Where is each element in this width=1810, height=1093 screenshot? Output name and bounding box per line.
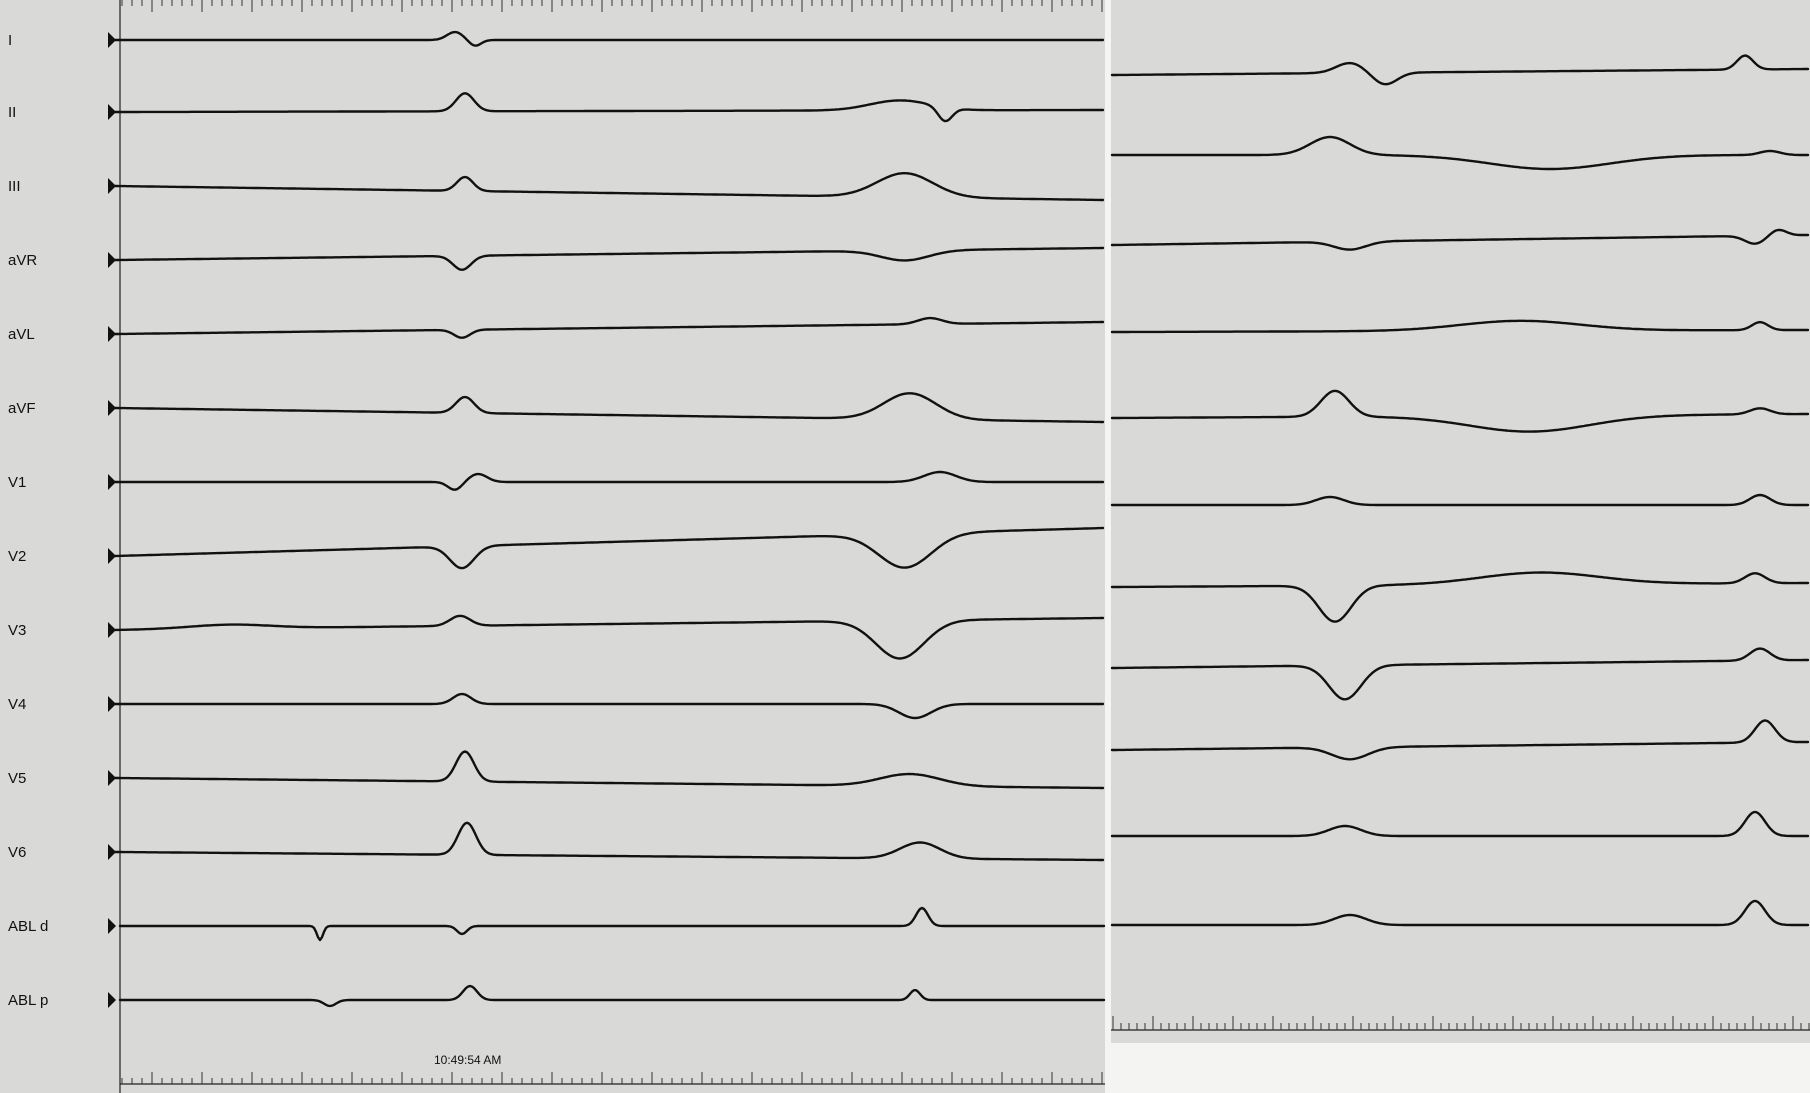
- lead-label-v2: V2: [8, 548, 26, 565]
- lead-marker-i: [108, 32, 116, 48]
- lead-marker-v1: [108, 474, 116, 490]
- lead-label-v1: V1: [8, 474, 26, 491]
- trace-avr-continued: [1110, 319, 1810, 334]
- bottom-time-ticks: [121, 1072, 1103, 1084]
- timestamp-label: 10:49:54 AM: [434, 1053, 501, 1067]
- left-traces: [113, 30, 1106, 1008]
- lead-marker-avf: [108, 400, 116, 416]
- trace-abl-p: [118, 984, 1106, 1008]
- trace-v2-continued: [1110, 647, 1810, 701]
- trace-abl-d: [118, 906, 1106, 942]
- lead-label-avf: aVF: [8, 400, 36, 417]
- trace-v3: [113, 614, 1105, 660]
- lead-marker-v3: [108, 622, 116, 638]
- trace-iii-continued: [1110, 228, 1810, 251]
- top-time-ticks: [121, 0, 1103, 12]
- trace-iii: [113, 172, 1105, 202]
- lead-marker-v2: [108, 548, 116, 564]
- lead-label-v4: V4: [8, 696, 26, 713]
- right-time-ticks: [1112, 1016, 1810, 1030]
- trace-avr: [113, 246, 1105, 271]
- lead-label-abl-d: ABL d: [8, 918, 48, 935]
- lead-marker-iii: [108, 178, 116, 194]
- trace-avl-continued: [1110, 389, 1810, 433]
- lead-label-v6: V6: [8, 844, 26, 861]
- trace-v4-continued: [1110, 810, 1810, 838]
- trace-avl: [113, 316, 1105, 339]
- lead-marker-v6: [108, 844, 116, 860]
- trace-i-continued: [1110, 54, 1810, 86]
- lead-label-abl-p: ABL p: [8, 992, 48, 1009]
- trace-avf: [113, 392, 1105, 424]
- lead-label-avl: aVL: [8, 326, 35, 343]
- lead-markers: [108, 32, 116, 1008]
- lead-marker-v4: [108, 696, 116, 712]
- trace-v5-continued: [1110, 899, 1810, 927]
- lead-marker-v5: [108, 770, 116, 786]
- panel-gap: [1105, 0, 1111, 1093]
- trace-ii-continued: [1110, 135, 1810, 171]
- trace-v1-continued: [1110, 571, 1810, 623]
- lead-marker-avr: [108, 252, 116, 268]
- lead-marker-ii: [108, 104, 116, 120]
- trace-v1: [113, 470, 1105, 491]
- lead-label-iii: III: [8, 178, 21, 195]
- lead-label-v5: V5: [8, 770, 26, 787]
- trace-v4: [113, 692, 1105, 720]
- trace-v6: [113, 821, 1105, 862]
- lead-marker-abl-p: [108, 992, 116, 1008]
- trace-v2: [113, 526, 1105, 570]
- right-traces: [1110, 54, 1810, 927]
- trace-v5: [113, 750, 1105, 790]
- right-panel: [1110, 54, 1810, 1031]
- trace-ii: [113, 92, 1105, 123]
- lead-label-avr: aVR: [8, 252, 37, 269]
- lead-marker-abl-d: [108, 918, 116, 934]
- lead-label-ii: II: [8, 104, 16, 121]
- lead-label-v3: V3: [8, 622, 26, 639]
- trace-i: [113, 30, 1105, 47]
- lead-marker-avl: [108, 326, 116, 342]
- trace-v3-continued: [1110, 719, 1810, 761]
- right-panel-footer: [1111, 1043, 1810, 1093]
- lead-label-i: I: [8, 32, 12, 49]
- trace-avf-continued: [1110, 493, 1810, 507]
